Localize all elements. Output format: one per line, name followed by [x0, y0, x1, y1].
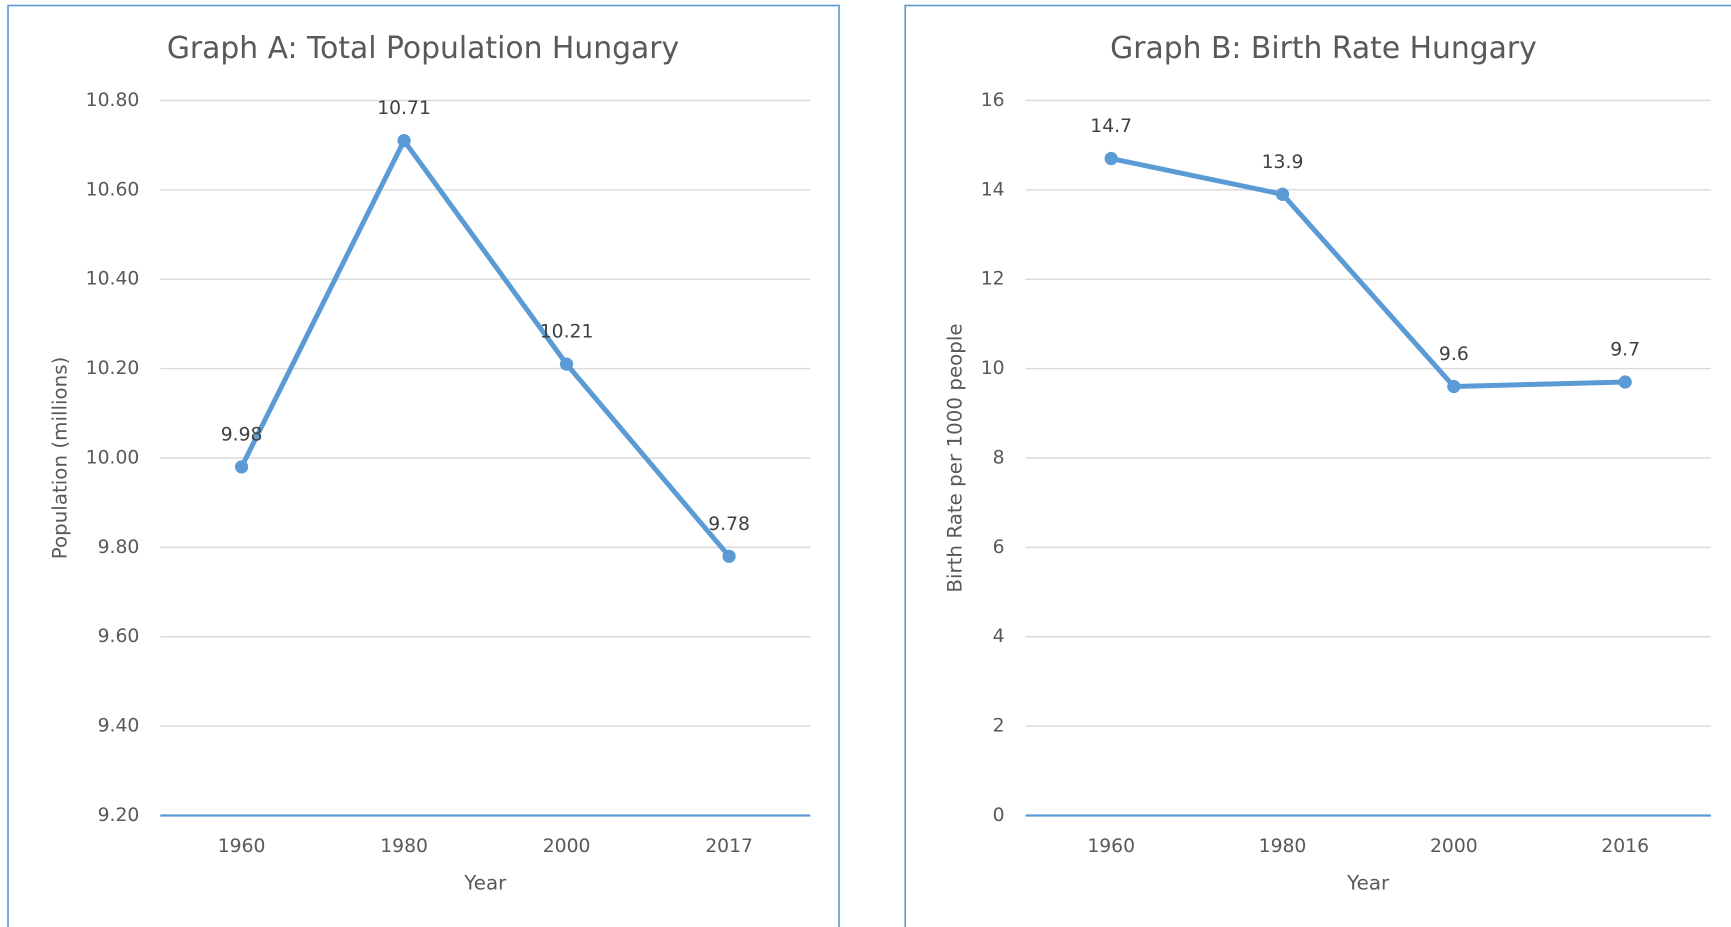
y-tick-label: 9.80 [98, 537, 140, 558]
x-tick-label: 2000 [543, 836, 591, 857]
panel-border [904, 4, 1731, 927]
data-point [1275, 187, 1290, 201]
x-tick-label: 2016 [1601, 836, 1649, 857]
data-point [559, 357, 574, 371]
y-tick-label: 2 [993, 716, 1005, 737]
y-tick-label: 14 [981, 179, 1005, 200]
y-tick-label: 9.40 [98, 716, 140, 737]
x-tick-label: 1960 [218, 836, 266, 857]
x-tick-label: 1980 [1259, 836, 1307, 857]
data-label: 14.7 [1090, 116, 1132, 137]
x-axis-title: Year [1346, 871, 1390, 894]
y-tick-label: 0 [993, 805, 1005, 826]
y-tick-label: 10 [981, 358, 1005, 379]
y-tick-label: 10.00 [86, 447, 140, 468]
y-tick-label: 9.20 [98, 805, 140, 826]
chart-title: Graph B: Birth Rate Hungary [1110, 31, 1537, 66]
data-label: 13.9 [1262, 152, 1304, 173]
data-label: 10.21 [540, 322, 594, 343]
data-line [1110, 156, 1626, 389]
y-tick-label: 12 [981, 269, 1005, 290]
data-line [239, 138, 731, 558]
data-point [397, 134, 411, 148]
y-axis-title: Population (millions) [48, 357, 71, 560]
data-point [1618, 375, 1632, 389]
y-tick-label: 8 [993, 447, 1005, 468]
data-point [1447, 379, 1461, 394]
chart-title: Graph A: Total Population Hungary [167, 31, 679, 66]
x-tick-label: 2017 [705, 836, 753, 857]
y-tick-label: 10.20 [86, 358, 140, 379]
y-tick-label: 9.60 [98, 626, 140, 647]
panel-border [7, 4, 840, 927]
y-tick-label: 10.80 [86, 90, 140, 111]
y-axis-title: Birth Rate per 1000 people [943, 323, 966, 592]
x-tick-label: 1980 [380, 836, 428, 857]
data-point [234, 460, 249, 474]
data-label: 9.98 [221, 424, 263, 445]
y-tick-label: 10.60 [86, 179, 140, 200]
data-label: 10.71 [377, 98, 431, 119]
y-tick-label: 4 [993, 626, 1005, 647]
x-axis-title: Year [463, 871, 507, 894]
x-tick-label: 2000 [1430, 836, 1478, 857]
data-label: 9.7 [1610, 339, 1640, 360]
y-tick-label: 16 [981, 90, 1005, 111]
data-point [722, 549, 736, 563]
data-point [1104, 151, 1118, 166]
data-label: 9.78 [708, 514, 750, 535]
y-tick-label: 10.40 [86, 269, 140, 290]
data-label: 9.6 [1439, 344, 1469, 365]
x-tick-label: 1960 [1087, 836, 1135, 857]
y-tick-label: 6 [993, 537, 1005, 558]
